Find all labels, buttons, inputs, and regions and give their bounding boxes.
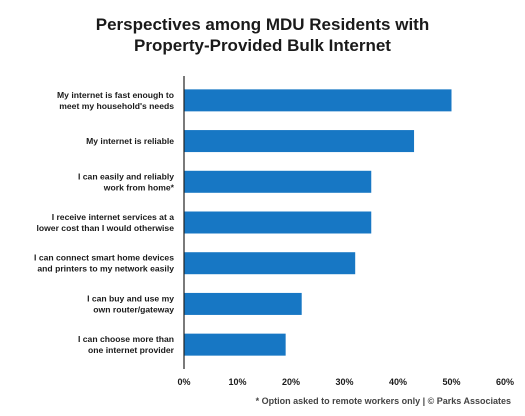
category-label: My internet is reliable: [86, 136, 174, 146]
bar: [184, 292, 302, 315]
bar: [184, 130, 415, 153]
category-label: I can buy and use my: [87, 293, 174, 303]
category-label: lower cost than I would otherwise: [36, 223, 174, 233]
category-label: My internet is fast enough to: [57, 90, 174, 100]
bar: [184, 333, 286, 356]
chart-title: Perspectives among MDU Residents with Pr…: [0, 14, 525, 56]
bar: [184, 252, 356, 275]
category-label: I receive internet services at a: [52, 212, 175, 222]
bar: [184, 89, 452, 112]
x-tick-label: 40%: [389, 377, 407, 387]
x-tick-label: 60%: [496, 377, 514, 387]
x-tick-label: 30%: [335, 377, 353, 387]
chart-footnote: * Option asked to remote workers only | …: [255, 396, 511, 406]
bar: [184, 211, 372, 234]
category-label: I can easily and reliably: [78, 171, 174, 181]
x-tick-label: 10%: [228, 377, 246, 387]
chart-title-line-2: Property-Provided Bulk Internet: [134, 36, 391, 55]
category-label: own router/gateway: [93, 304, 174, 314]
category-label: I can choose more than: [78, 334, 174, 344]
category-label: work from home*: [103, 182, 175, 192]
chart-title-line-1: Perspectives among MDU Residents with: [95, 15, 430, 34]
x-tick-label: 20%: [282, 377, 300, 387]
bar: [184, 170, 372, 193]
category-label: one internet provider: [88, 345, 175, 355]
x-tick-label: 50%: [442, 377, 460, 387]
category-label: and printers to my network easily: [37, 264, 174, 274]
x-tick-label: 0%: [177, 377, 190, 387]
category-label: I can connect smart home devices: [34, 253, 174, 263]
category-label: meet my household's needs: [59, 101, 174, 111]
